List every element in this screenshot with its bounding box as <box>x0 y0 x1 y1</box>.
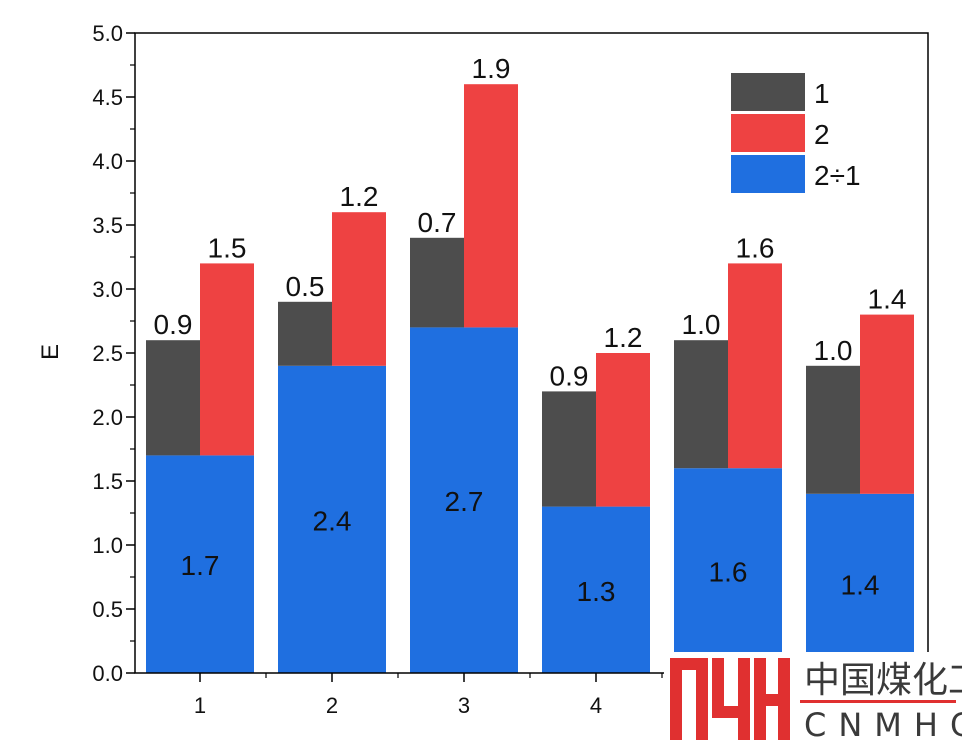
bar-series1-6 <box>806 365 860 494</box>
y-tick-label: 5.0 <box>92 21 123 46</box>
bar-label-series2-2: 1.2 <box>340 181 379 212</box>
y-tick-label: 1.0 <box>92 533 123 558</box>
legend-label: 2 <box>814 119 830 150</box>
y-tick-label: 2.5 <box>92 341 123 366</box>
bar-label-series1-4: 0.9 <box>550 360 589 391</box>
bar-series1-5 <box>674 340 728 469</box>
bar-ratio-2 <box>278 365 386 673</box>
y-tick-label: 0.0 <box>92 661 123 686</box>
bar-label-ratio-2: 2.4 <box>313 505 352 536</box>
bar-ratio-6 <box>806 493 914 673</box>
bar-series1-1 <box>146 340 200 456</box>
bar-label-series1-1: 0.9 <box>154 309 193 340</box>
x-tick-label: 1 <box>194 693 206 718</box>
bar-series2-5 <box>728 263 782 469</box>
legend-label: 1 <box>814 78 830 109</box>
y-tick-label: 4.5 <box>92 85 123 110</box>
bar-series1-2 <box>278 301 332 366</box>
bar-label-series2-3: 1.9 <box>472 53 511 84</box>
bar-label-ratio-1: 1.7 <box>181 550 220 581</box>
watermark-text-cn: 中国煤化工 <box>804 660 962 701</box>
bar-series2-1 <box>200 263 254 456</box>
y-axis-label: E <box>37 344 64 360</box>
bar-series2-6 <box>860 314 914 494</box>
bar-ratio-1 <box>146 455 254 673</box>
x-tick-label: 2 <box>326 693 338 718</box>
bar-series1-4 <box>542 391 596 507</box>
bar-label-ratio-4: 1.3 <box>577 576 616 607</box>
y-tick-label: 3.5 <box>92 213 123 238</box>
bar-ratio-5 <box>674 468 782 673</box>
y-tick-label: 4.0 <box>92 149 123 174</box>
bar-series2-3 <box>464 84 518 328</box>
y-tick-label: 0.5 <box>92 597 123 622</box>
y-tick-label: 1.5 <box>92 469 123 494</box>
legend-swatch <box>731 155 805 193</box>
bar-label-ratio-3: 2.7 <box>445 486 484 517</box>
bar-label-series2-6: 1.4 <box>868 284 907 315</box>
bar-series2-4 <box>596 353 650 507</box>
watermark-logo <box>670 658 790 740</box>
x-tick-label: 3 <box>458 693 470 718</box>
watermark: 中国煤化工 CNMHG <box>664 652 962 746</box>
bar-label-series2-1: 1.5 <box>208 232 247 263</box>
bar-label-series1-2: 0.5 <box>286 271 325 302</box>
bar-series1-3 <box>410 237 464 328</box>
bar-labels-layer: 1.7 0.9 1.5 2.4 0.5 1.2 2.7 0.7 1.9 1.3 0.9 1.2 1.6 1… <box>154 53 907 607</box>
y-tick-label: 2.0 <box>92 405 123 430</box>
bar-label-series2-5: 1.6 <box>736 232 775 263</box>
bar-label-series2-4: 1.2 <box>604 322 643 353</box>
legend: 1 2 2÷1 <box>731 73 861 193</box>
bars-layer <box>146 84 914 673</box>
bar-label-series1-3: 0.7 <box>418 207 457 238</box>
legend-swatch <box>731 114 805 152</box>
watermark-text-en: CNMHG <box>804 706 962 744</box>
bar-label-series1-5: 1.0 <box>682 309 721 340</box>
legend-label: 2÷1 <box>814 160 861 191</box>
axes-layer: 0.0 0.5 1.0 1.5 2.0 2.5 3.0 3.5 4.0 4.5 5.0 1 2 3 4 <box>92 21 929 718</box>
bar-label-ratio-6: 1.4 <box>841 569 880 600</box>
bar-ratio-3 <box>410 327 518 673</box>
legend-swatch <box>731 73 805 111</box>
bar-label-series1-6: 1.0 <box>814 335 853 366</box>
bar-ratio-4 <box>542 506 650 673</box>
watermark-divider <box>800 700 956 703</box>
bar-label-ratio-5: 1.6 <box>709 557 748 588</box>
y-tick-label: 3.0 <box>92 277 123 302</box>
bar-series2-2 <box>332 212 386 366</box>
x-tick-label: 4 <box>590 693 602 718</box>
